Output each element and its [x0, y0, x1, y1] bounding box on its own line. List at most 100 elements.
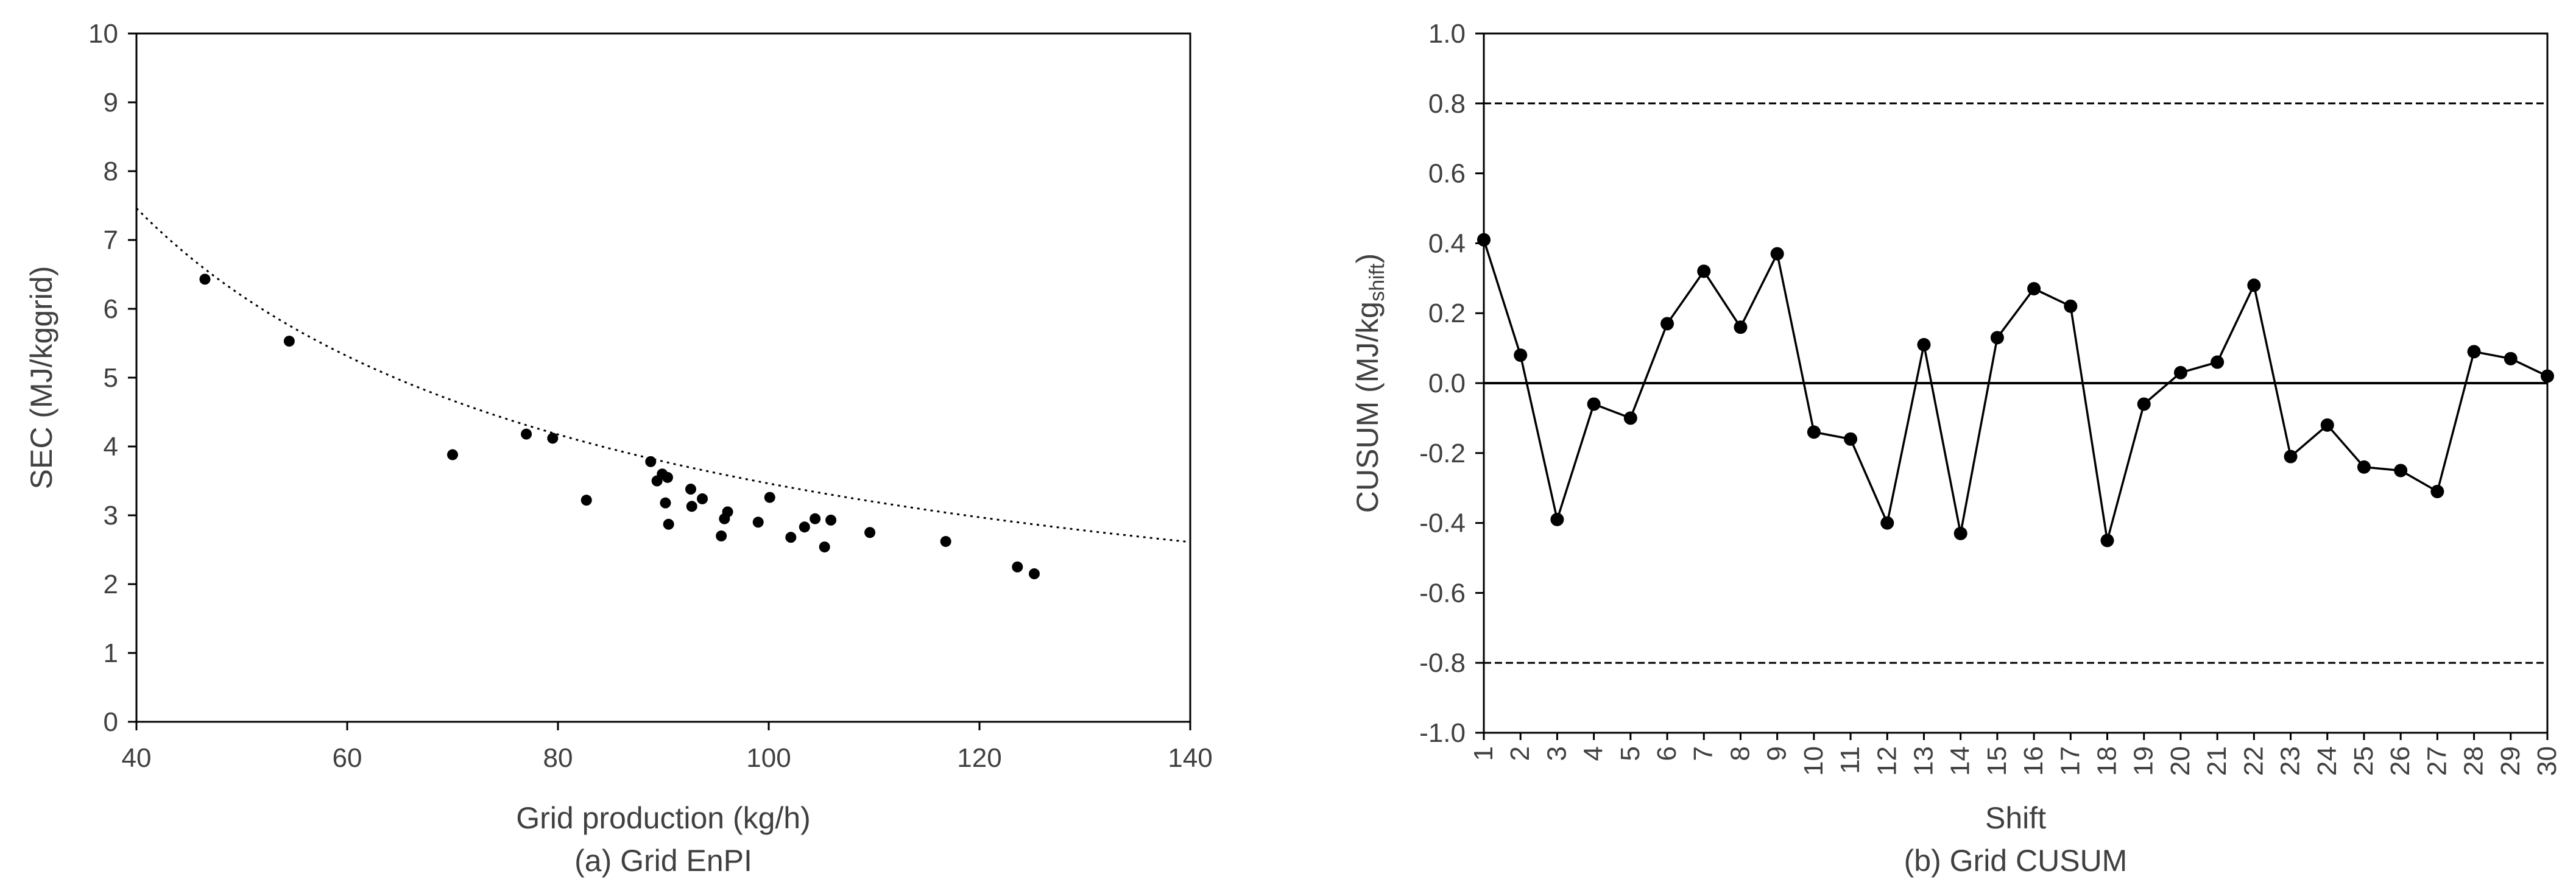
- cusum-x-tick-label: 24: [2312, 746, 2342, 776]
- cusum-y-tick-label: -0.8: [1419, 648, 1466, 678]
- cusum-x-tick-label: 28: [2459, 746, 2489, 776]
- enpi-x-tick-label: 80: [543, 743, 573, 773]
- enpi-y-tick-label: 1: [104, 638, 118, 668]
- enpi-data-point: [799, 521, 810, 533]
- cusum-data-point: [2504, 351, 2518, 365]
- enpi-y-tick-label: 2: [104, 570, 118, 599]
- cusum-y-tick-label: 0.8: [1428, 89, 1466, 119]
- cusum-y-tick-label: -0.6: [1419, 578, 1466, 608]
- cusum-x-tick-label: 9: [1762, 746, 1792, 761]
- cusum-reference-lines: [1484, 102, 2547, 664]
- cusum-data-point: [2211, 355, 2225, 369]
- enpi-data-point: [819, 541, 830, 552]
- enpi-data-point: [764, 492, 775, 503]
- cusum-panel-caption: (b) Grid CUSUM: [1904, 844, 2128, 878]
- cusum-x-axis-label: Shift: [1985, 801, 2046, 835]
- cusum-x-tick-label: 27: [2422, 746, 2452, 776]
- cusum-x-tick-label: 15: [1982, 746, 2012, 776]
- enpi-y-tick-label: 5: [104, 363, 118, 393]
- enpi-data-point: [547, 432, 559, 444]
- enpi-x-tick-label: 100: [746, 743, 791, 773]
- enpi-y-tick-label: 8: [104, 157, 118, 186]
- enpi-data-point: [662, 471, 673, 483]
- cusum-series-line: [1483, 239, 2548, 541]
- cusum-x-tick-label: 29: [2496, 746, 2525, 776]
- cusum-data-point: [2320, 418, 2334, 432]
- cusum-y-tick-label: -0.2: [1419, 439, 1466, 468]
- enpi-data-point: [697, 493, 708, 504]
- enpi-data-point: [521, 428, 532, 440]
- enpi-plot-frame: [135, 32, 1191, 723]
- enpi-data-point: [663, 518, 674, 530]
- cusum-data-point: [2467, 345, 2481, 359]
- cusum-y-tick-label: 0.6: [1428, 159, 1466, 189]
- cusum-data-point: [1770, 247, 1784, 261]
- cusum-x-tick-label: 20: [2165, 746, 2195, 776]
- cusum-x-ticks: 1 2 3 4 5 6 7 8 9 10 11 12 13 14 15 16 17 18 19 20 21 22 23 24 2…: [1469, 733, 2562, 776]
- enpi-x-tick-label: 60: [333, 743, 362, 773]
- cusum-x-tick-label: 10: [1799, 746, 1829, 776]
- cusum-data-point: [2027, 282, 2041, 296]
- cusum-x-tick-label: 16: [2019, 746, 2048, 776]
- enpi-panel-caption: (a) Grid EnPI: [574, 844, 752, 878]
- enpi-y-tick-label: 3: [104, 501, 118, 531]
- cusum-data-point: [1587, 397, 1601, 411]
- cusum-data-point: [2284, 450, 2298, 464]
- cusum-x-tick-label: 30: [2532, 746, 2562, 776]
- enpi-power-trendline: [135, 207, 1191, 543]
- cusum-y-axis-label: CUSUM (MJ/kgshift): [1350, 253, 1389, 513]
- cusum-x-tick-label: 12: [1872, 746, 1902, 776]
- enpi-x-tick-label: 140: [1168, 743, 1212, 773]
- enpi-scatter-panel: 40 60 80 100 120 140 0 1 2 3 4 5 6 7 8 9 10 Grid produc…: [24, 19, 1213, 878]
- cusum-x-tick-label: 25: [2349, 746, 2379, 776]
- enpi-y-tick-label: 10: [88, 19, 118, 49]
- cusum-y-label-subscript: shift: [1366, 263, 1389, 302]
- enpi-data-point: [825, 514, 837, 526]
- cusum-data-point: [1990, 331, 2004, 345]
- cusum-data-point: [1514, 348, 1528, 362]
- enpi-y-tick-label: 4: [104, 432, 118, 462]
- enpi-x-axis-label: Grid production (kg/h): [516, 801, 811, 835]
- cusum-y-label-main: CUSUM (MJ/kg: [1350, 302, 1385, 513]
- enpi-data-point: [940, 535, 951, 547]
- cusum-x-tick-label: 21: [2202, 746, 2232, 776]
- enpi-data-point: [199, 273, 211, 285]
- cusum-x-tick-label: 4: [1579, 746, 1609, 761]
- enpi-data-point: [660, 497, 671, 509]
- cusum-x-tick-label: 7: [1689, 746, 1718, 761]
- enpi-data-point: [864, 527, 876, 538]
- enpi-data-point: [722, 506, 733, 518]
- cusum-y-tick-label: -1.0: [1419, 718, 1466, 748]
- cusum-data-point: [1880, 516, 1894, 530]
- enpi-y-tick-label: 7: [104, 225, 118, 255]
- cusum-x-tick-label: 6: [1652, 746, 1682, 761]
- cusum-data-point: [2430, 484, 2444, 498]
- cusum-data-point: [2541, 369, 2554, 383]
- enpi-data-point: [1012, 561, 1023, 573]
- cusum-data-point: [2247, 278, 2261, 292]
- enpi-data-point: [580, 495, 592, 506]
- cusum-series-group: [1477, 233, 2554, 548]
- enpi-y-tick-label: 9: [104, 88, 118, 118]
- enpi-data-point: [645, 456, 657, 467]
- cusum-x-tick-label: 19: [2129, 746, 2159, 776]
- cusum-x-tick-label: 1: [1469, 746, 1498, 761]
- cusum-x-tick-label: 14: [1946, 746, 1975, 776]
- cusum-data-point: [1953, 526, 1967, 540]
- cusum-data-point: [1917, 337, 1931, 351]
- enpi-points-group: [199, 273, 1040, 580]
- cusum-x-tick-label: 2: [1505, 746, 1535, 761]
- cusum-x-tick-label: 18: [2092, 746, 2122, 776]
- cusum-x-tick-label: 13: [1908, 746, 1938, 776]
- cusum-data-point: [2173, 365, 2187, 379]
- enpi-x-tick-label: 120: [957, 743, 1001, 773]
- cusum-data-point: [1734, 320, 1748, 334]
- cusum-data-point: [2137, 397, 2151, 411]
- cusum-data-point: [1697, 264, 1711, 278]
- enpi-data-point: [752, 517, 764, 528]
- enpi-data-point: [785, 532, 797, 543]
- cusum-y-tick-label: 0.0: [1428, 369, 1466, 398]
- cusum-data-point: [1550, 512, 1564, 526]
- cusum-data-point: [1807, 425, 1821, 439]
